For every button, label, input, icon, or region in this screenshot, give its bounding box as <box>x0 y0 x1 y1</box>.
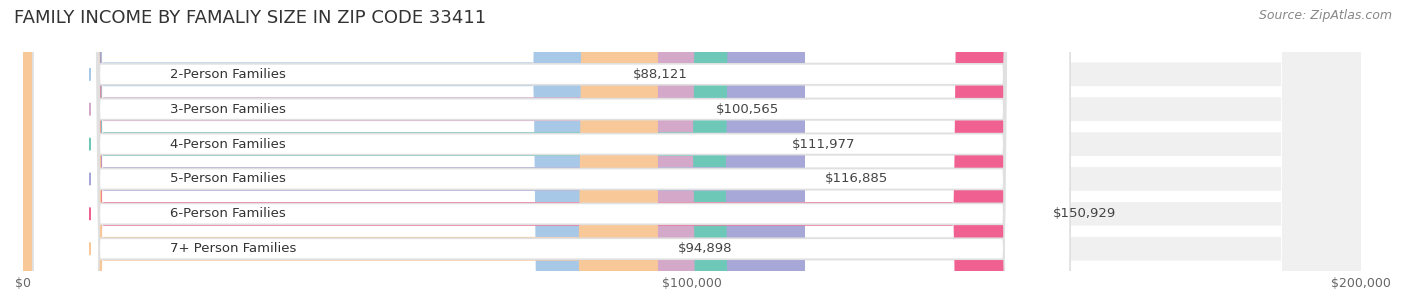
FancyBboxPatch shape <box>22 0 772 305</box>
Text: 7+ Person Families: 7+ Person Families <box>170 242 297 255</box>
FancyBboxPatch shape <box>22 0 1361 305</box>
FancyBboxPatch shape <box>32 0 1070 305</box>
Text: FAMILY INCOME BY FAMALIY SIZE IN ZIP CODE 33411: FAMILY INCOME BY FAMALIY SIZE IN ZIP COD… <box>14 9 486 27</box>
FancyBboxPatch shape <box>32 0 1070 305</box>
Text: 3-Person Families: 3-Person Families <box>170 103 285 116</box>
Text: $116,885: $116,885 <box>825 172 889 185</box>
Text: 4-Person Families: 4-Person Families <box>170 138 285 151</box>
FancyBboxPatch shape <box>22 0 1033 305</box>
FancyBboxPatch shape <box>22 0 1361 305</box>
FancyBboxPatch shape <box>32 0 1070 305</box>
Text: Source: ZipAtlas.com: Source: ZipAtlas.com <box>1258 9 1392 22</box>
Text: 6-Person Families: 6-Person Families <box>170 207 285 221</box>
Text: $111,977: $111,977 <box>792 138 856 151</box>
Text: $94,898: $94,898 <box>678 242 733 255</box>
FancyBboxPatch shape <box>22 0 1361 305</box>
FancyBboxPatch shape <box>22 0 806 305</box>
Text: $88,121: $88,121 <box>633 68 688 81</box>
FancyBboxPatch shape <box>22 0 1361 305</box>
FancyBboxPatch shape <box>32 0 1070 305</box>
FancyBboxPatch shape <box>22 0 1361 305</box>
Text: 2-Person Families: 2-Person Families <box>170 68 285 81</box>
Text: $150,929: $150,929 <box>1053 207 1116 221</box>
FancyBboxPatch shape <box>32 0 1070 305</box>
FancyBboxPatch shape <box>22 0 658 305</box>
FancyBboxPatch shape <box>22 0 1361 305</box>
Text: $100,565: $100,565 <box>716 103 779 116</box>
FancyBboxPatch shape <box>22 0 696 305</box>
Text: 5-Person Families: 5-Person Families <box>170 172 285 185</box>
FancyBboxPatch shape <box>22 0 613 305</box>
FancyBboxPatch shape <box>32 0 1070 305</box>
